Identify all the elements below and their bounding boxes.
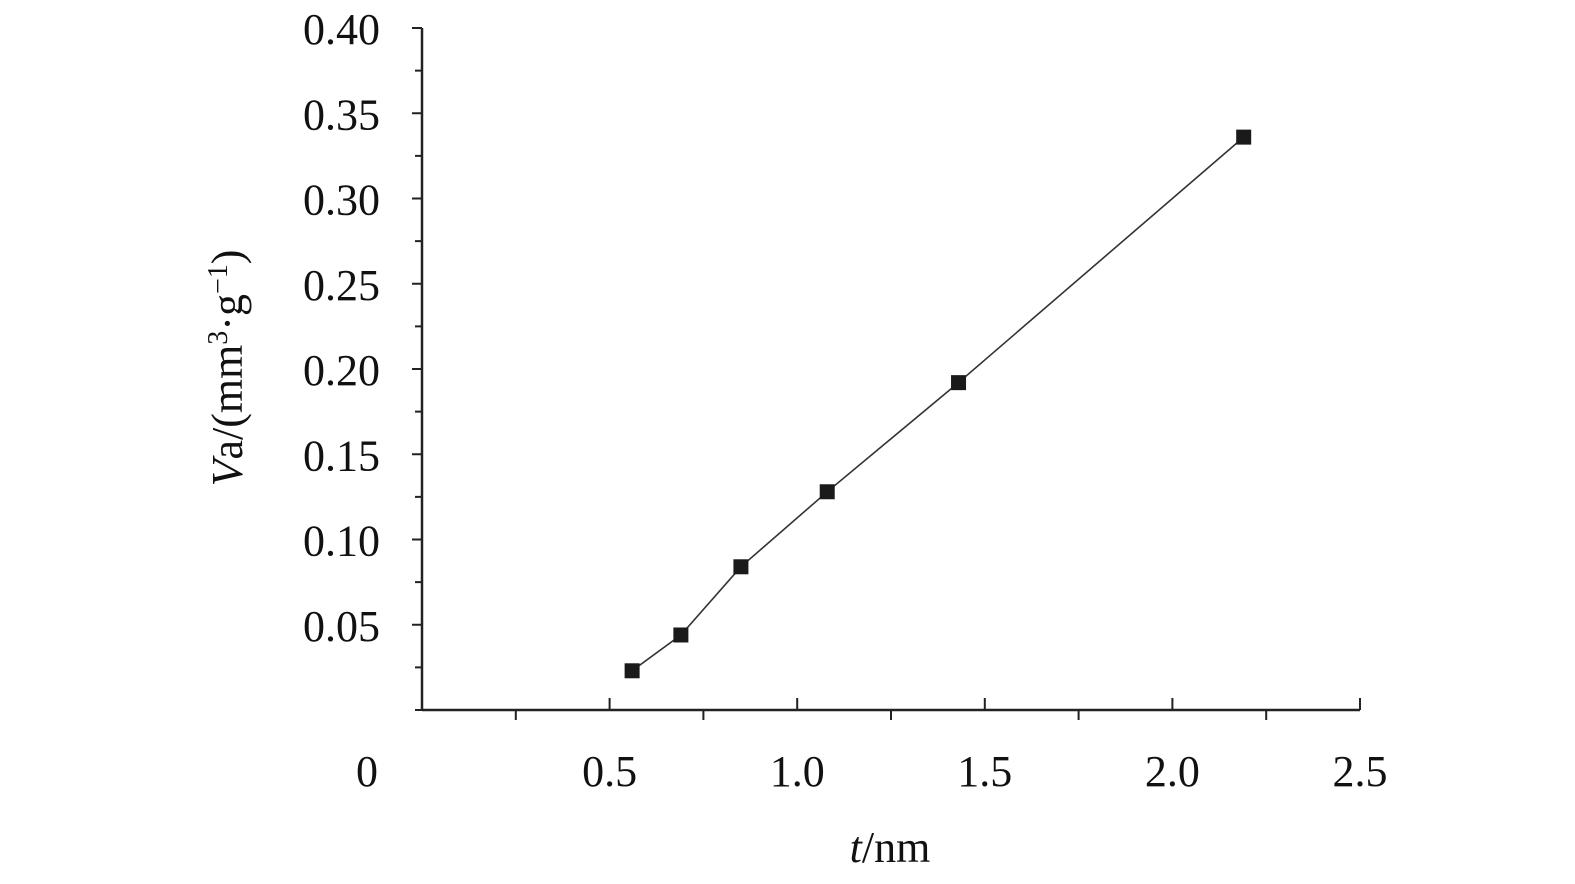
y-tick-label: 0.40	[303, 5, 380, 54]
y-axis-title-part1: a/(mm	[203, 345, 252, 460]
y-axis-title-sup2: −1	[203, 264, 234, 294]
y-axis-title-part3: )	[203, 250, 252, 265]
data-point	[624, 663, 640, 679]
y-axis-title-symbol: V	[203, 454, 252, 486]
series-line	[631, 136, 1245, 672]
y-tick-label: 0.30	[303, 176, 380, 225]
y-axis-title-part2: ·g	[203, 294, 252, 331]
x-tick-label: 2.0	[1145, 747, 1200, 796]
data-point	[819, 484, 835, 500]
y-tick-label: 0.35	[303, 90, 380, 139]
x-axis-title-symbol: t	[850, 823, 864, 872]
y-tick-label: 0.10	[303, 517, 380, 566]
x-axis-title-unit: /nm	[862, 823, 930, 872]
y-axis-title: Va/(mm3·g−1)	[203, 250, 253, 487]
x-tick-label: 2.5	[1333, 747, 1388, 796]
data-point	[1236, 129, 1252, 145]
y-tick-label: 0.15	[303, 431, 380, 480]
x-tick-label: 1.0	[770, 747, 825, 796]
x-axis-title: t/nm	[850, 823, 931, 872]
x-tick-label: 0.5	[582, 747, 637, 796]
data-point	[951, 375, 967, 391]
data-point	[673, 627, 689, 643]
x-tick-label: 0	[356, 747, 378, 796]
data-point	[733, 559, 749, 575]
y-axis-title-sup1: 3	[203, 331, 234, 345]
series	[624, 129, 1252, 679]
y-tick-label: 0.20	[303, 346, 380, 395]
tick-labels: 0.05 0.10 0.15 0.20 0.25 0.30 0.35 0.40 0 0.5 1.0 1…	[303, 5, 1388, 796]
y-tick-label: 0.25	[303, 261, 380, 310]
axes	[420, 28, 1360, 712]
ticks	[412, 27, 1361, 720]
x-tick-label: 1.5	[957, 747, 1012, 796]
y-tick-label: 0.05	[303, 602, 380, 651]
